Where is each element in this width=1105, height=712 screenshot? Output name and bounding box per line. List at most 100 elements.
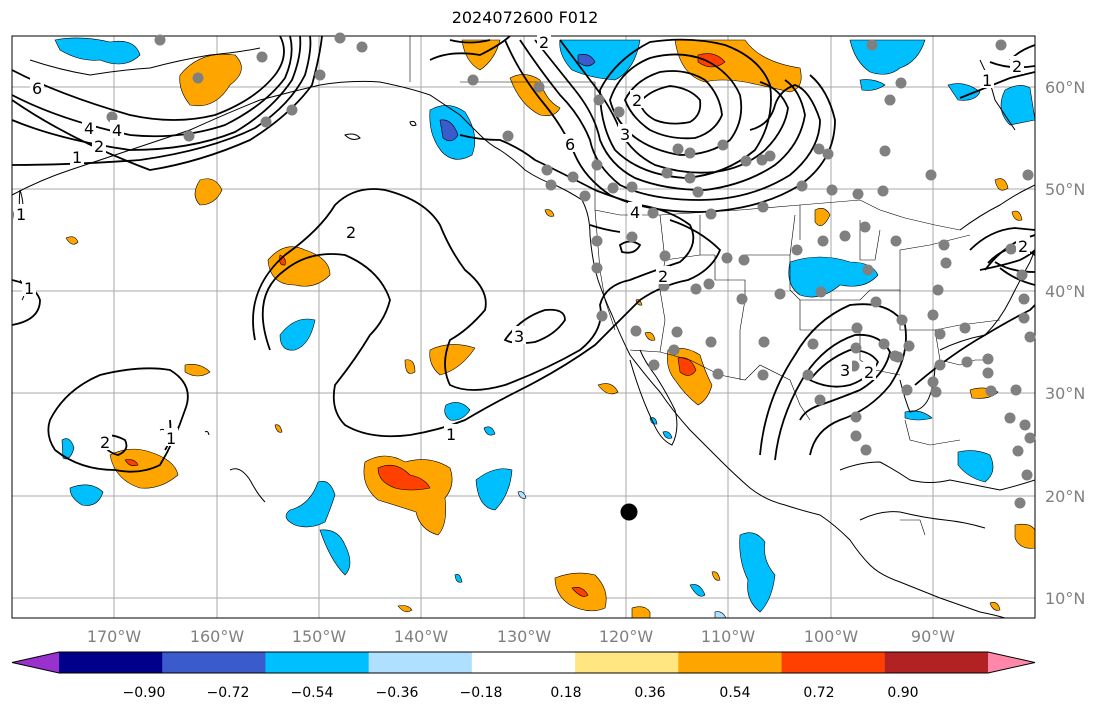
colorbar-tick: −0.36 bbox=[376, 685, 419, 701]
station-dot bbox=[859, 221, 871, 233]
colorbar-segment bbox=[575, 652, 679, 673]
station-dot bbox=[757, 369, 769, 381]
lat-label: 20°N bbox=[1045, 487, 1085, 506]
colorbar-left-arrow bbox=[12, 652, 59, 673]
station-dot bbox=[356, 41, 368, 53]
colorbar bbox=[11, 651, 1036, 674]
station-dot bbox=[703, 278, 715, 290]
contour-label: 3 bbox=[514, 327, 524, 346]
station-dot bbox=[1016, 269, 1028, 281]
contour-label-group: 6 4 2 1 2 6 4 2 1 3 2 4 1 2 3 2 3 2 2 bbox=[14, 33, 1030, 452]
station-dot bbox=[890, 235, 902, 247]
colorbar-tick: 0.54 bbox=[719, 685, 750, 701]
station-dot bbox=[852, 188, 864, 200]
station-dot bbox=[796, 180, 808, 192]
station-dot bbox=[826, 184, 838, 196]
colorbar-tick: −0.72 bbox=[207, 685, 250, 701]
station-dot bbox=[866, 39, 878, 51]
black-marker bbox=[620, 503, 638, 521]
station-dot bbox=[807, 338, 819, 350]
contour-label: 4 bbox=[630, 203, 640, 222]
contour-label: 2 bbox=[1012, 57, 1022, 76]
station-dot bbox=[802, 369, 814, 381]
station-dot bbox=[286, 104, 298, 116]
station-dot bbox=[593, 94, 605, 106]
colorbar-tick: −0.18 bbox=[460, 685, 503, 701]
station-dot bbox=[927, 376, 939, 388]
station-dot bbox=[927, 309, 939, 321]
contour-label: 1 bbox=[72, 148, 82, 167]
station-dot bbox=[851, 322, 863, 334]
station-dot bbox=[814, 394, 826, 406]
station-dot bbox=[896, 314, 908, 326]
colorbar-segment bbox=[781, 652, 886, 673]
station-dot bbox=[591, 262, 603, 274]
contour-label: 2 bbox=[539, 33, 549, 52]
colorbar-segment bbox=[368, 652, 473, 673]
station-dot bbox=[925, 169, 937, 181]
station-dot bbox=[850, 411, 862, 423]
colorbar-tick: 0.18 bbox=[550, 685, 581, 701]
lon-label: 110°W bbox=[701, 627, 756, 646]
station-dot bbox=[591, 235, 603, 247]
station-dot bbox=[1005, 243, 1017, 255]
lon-label: 140°W bbox=[394, 627, 449, 646]
station-dot bbox=[879, 145, 891, 157]
station-dot bbox=[959, 322, 971, 334]
station-dot bbox=[607, 182, 619, 194]
station-dot bbox=[1012, 445, 1024, 457]
station-dot bbox=[822, 148, 834, 160]
station-dot bbox=[502, 130, 514, 142]
station-dot bbox=[995, 39, 1007, 51]
station-dot bbox=[1010, 384, 1022, 396]
map-border bbox=[11, 35, 1036, 619]
map-title: 2024072600 F012 bbox=[451, 8, 599, 27]
contour-label: 2 bbox=[100, 433, 110, 452]
station-dot bbox=[774, 288, 786, 300]
station-dot bbox=[1024, 331, 1036, 343]
station-dot bbox=[705, 208, 717, 220]
station-dot bbox=[1004, 412, 1016, 424]
station-dot bbox=[626, 181, 638, 193]
station-dot bbox=[712, 368, 724, 380]
station-dot bbox=[630, 325, 642, 337]
contour-label: 1 bbox=[24, 279, 34, 298]
colorbar-tick: 0.36 bbox=[634, 685, 665, 701]
station-dot bbox=[692, 186, 704, 198]
station-dot bbox=[860, 444, 872, 456]
station-dot bbox=[545, 179, 557, 191]
station-dot bbox=[659, 250, 671, 262]
station-dot bbox=[260, 116, 272, 128]
station-dot bbox=[850, 430, 862, 442]
lon-label: 160°W bbox=[190, 627, 245, 646]
contour-label: 2 bbox=[1018, 237, 1028, 256]
station-dot bbox=[740, 155, 752, 167]
station-dot bbox=[901, 384, 913, 396]
station-dots bbox=[106, 32, 1036, 509]
station-dot bbox=[791, 244, 803, 256]
station-dot bbox=[467, 74, 479, 86]
station-dot bbox=[314, 69, 326, 81]
contour-label: 1 bbox=[166, 429, 176, 448]
station-dot bbox=[721, 252, 733, 264]
station-dot bbox=[982, 367, 994, 379]
lat-label: 60°N bbox=[1045, 78, 1085, 97]
station-dot bbox=[541, 164, 553, 176]
lon-label: 100°W bbox=[804, 627, 859, 646]
station-dot bbox=[671, 326, 683, 338]
station-dot bbox=[757, 201, 769, 213]
station-dot bbox=[985, 385, 997, 397]
station-dot bbox=[1021, 469, 1033, 481]
colorbar-tick: −0.90 bbox=[123, 685, 166, 701]
station-dot bbox=[717, 139, 729, 151]
lat-label: 50°N bbox=[1045, 180, 1085, 199]
station-dot bbox=[626, 231, 638, 243]
lon-label: 130°W bbox=[497, 627, 552, 646]
station-dot bbox=[982, 353, 994, 365]
station-dot bbox=[878, 338, 890, 350]
colorbar-segment bbox=[884, 652, 989, 673]
lon-label: 120°W bbox=[599, 627, 654, 646]
station-dot bbox=[961, 356, 973, 368]
station-dot bbox=[183, 130, 195, 142]
